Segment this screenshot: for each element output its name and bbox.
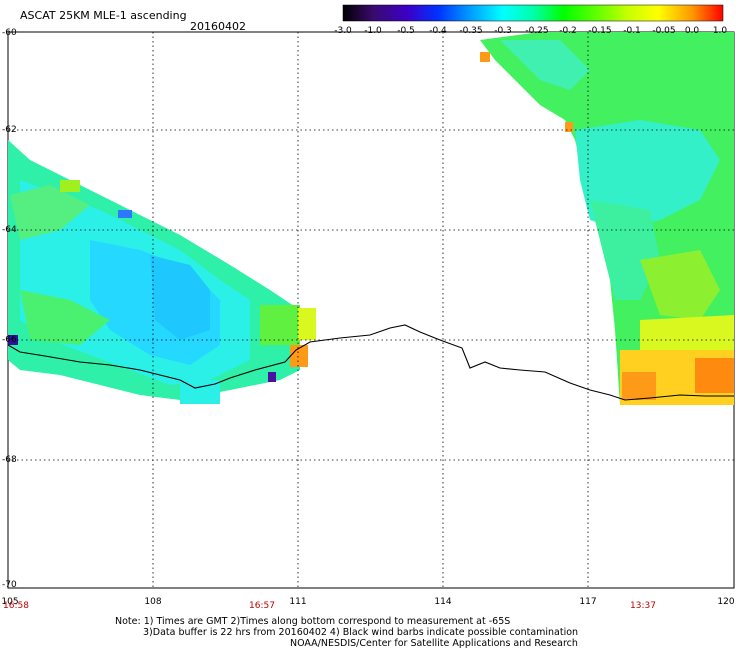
colorbar-label: -0.25 — [525, 26, 549, 36]
time-label: 16:58 — [3, 601, 29, 611]
note-line-2: 3)Data buffer is 22 hrs from 20160402 4)… — [143, 627, 579, 638]
right-swath — [480, 32, 734, 405]
colorbar-label: 0.0 — [684, 26, 700, 36]
lat-label: -66 — [2, 335, 17, 345]
coastline — [8, 324, 734, 401]
lon-label: 120 — [717, 597, 735, 607]
colorbar-label: -0.4 — [429, 26, 447, 36]
colorbar-label: -0.2 — [559, 26, 577, 36]
lon-label: 111 — [289, 597, 307, 607]
lat-label: -68 — [2, 455, 17, 465]
product-title: ASCAT 25KM MLE-1 ascending — [20, 9, 187, 22]
time-label: 13:37 — [630, 601, 656, 611]
colorbar-label: -0.3 — [494, 26, 512, 36]
colorbar-label: -0.35 — [459, 26, 483, 36]
colorbar-label: -0.05 — [652, 26, 676, 36]
lat-label: -60 — [2, 28, 17, 38]
product-date: 20160402 — [190, 20, 246, 33]
colorbar-label: -1.0 — [364, 26, 382, 36]
note-line-1: Note: 1) Times are GMT 2)Times along bot… — [115, 616, 511, 627]
colorbar-label: 1.0 — [712, 26, 728, 36]
time-label: 16:57 — [249, 601, 275, 611]
colorbar-label: -0.1 — [623, 26, 641, 36]
lon-label: 105 — [1, 597, 19, 607]
lon-label: 114 — [434, 597, 452, 607]
lat-label: -70 — [2, 580, 17, 590]
colorbar — [342, 4, 724, 22]
lon-label: 117 — [579, 597, 597, 607]
lon-label: 108 — [144, 597, 162, 607]
left-swath — [8, 140, 316, 404]
colorbar-label: -0.15 — [588, 26, 612, 36]
note-line-3: NOAA/NESDIS/Center for Satellite Applica… — [290, 638, 578, 649]
lat-label: -64 — [2, 225, 17, 235]
colorbar-label: -3.0 — [334, 26, 352, 36]
lat-label: -62 — [2, 125, 17, 135]
colorbar-label: -0.5 — [397, 26, 415, 36]
